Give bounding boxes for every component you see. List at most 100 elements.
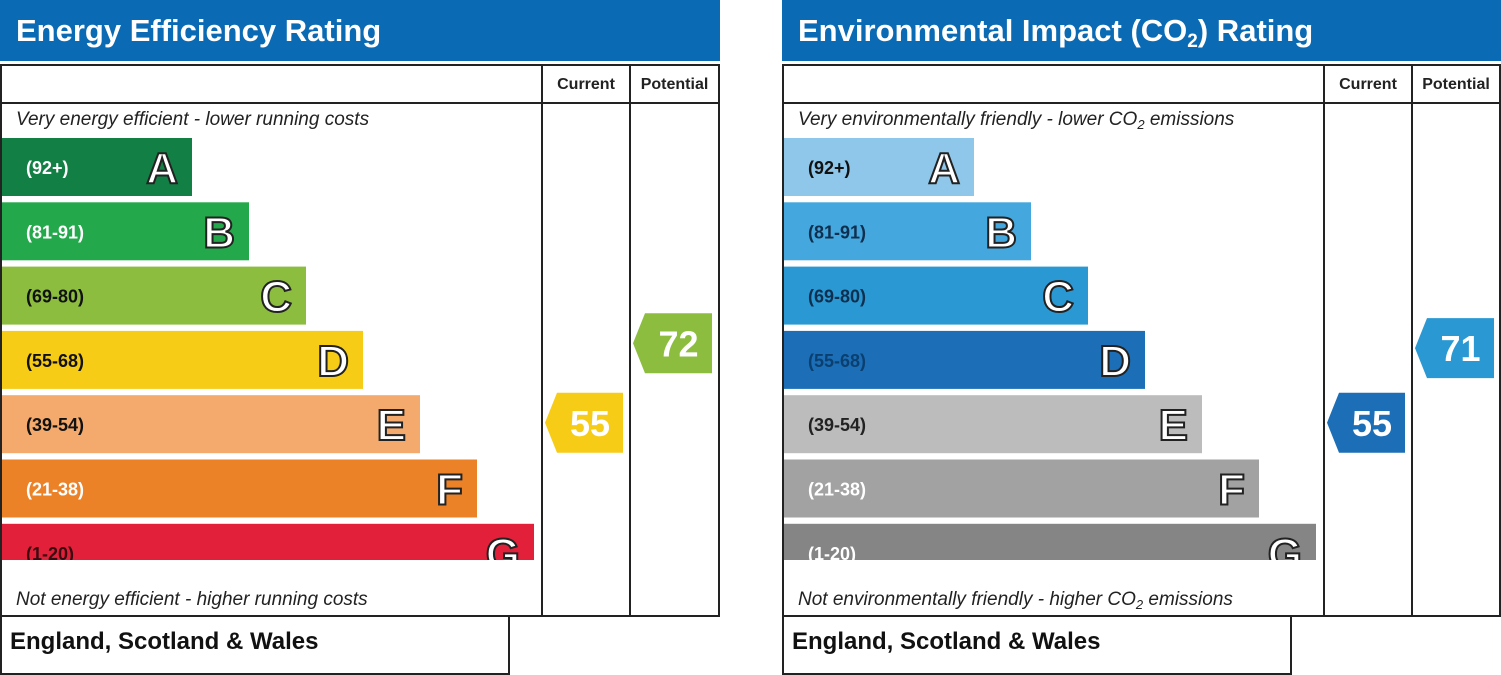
band-letter-b: B	[203, 208, 235, 257]
title-end: ) Rating	[1197, 13, 1314, 48]
energy-efficiency-panel: Energy Efficiency Rating Current Potenti…	[0, 0, 720, 675]
current-column-divider	[541, 66, 543, 615]
environmental-impact-title-text: Environmental Impact (CO	[798, 13, 1188, 48]
band-f: (21-38) F	[784, 459, 1259, 518]
current-rating-indicator: 55	[1327, 392, 1405, 453]
band-g: (1-20) G	[2, 523, 534, 560]
band-range-e: (39-54)	[808, 415, 866, 435]
band-range-g: (1-20)	[26, 544, 74, 560]
band-range-a: (92+)	[26, 158, 69, 178]
band-range-d: (55-68)	[26, 351, 84, 371]
band-bar-c	[2, 266, 306, 325]
band-range-e: (39-54)	[26, 415, 84, 435]
band-letter-b: B	[985, 208, 1017, 257]
band-b: (81-91) B	[2, 202, 249, 261]
potential-column-divider	[629, 66, 631, 615]
potential-column-header: Potential	[1422, 76, 1490, 93]
potential-rating-arrow	[633, 313, 712, 374]
band-range-f: (21-38)	[26, 480, 84, 500]
band-bar-a	[784, 138, 974, 196]
band-range-d: (55-68)	[808, 351, 866, 371]
potential-column-divider	[1411, 66, 1413, 615]
potential-rating-value: 71	[1440, 328, 1480, 369]
potential-rating-indicator: 71	[1415, 318, 1494, 379]
band-c: (69-80) C	[2, 266, 306, 325]
band-d: (55-68) D	[2, 330, 363, 389]
potential-column-header: Potential	[640, 76, 709, 93]
bottom-caption-subscript: 2	[1135, 597, 1144, 612]
band-bar-b	[2, 202, 249, 261]
band-a: (92+) A	[2, 138, 192, 196]
current-column-header: Current	[1339, 76, 1397, 93]
top-caption-end: emissions	[1144, 109, 1235, 130]
top-caption: Very environmentally friendly - lower CO…	[798, 109, 1234, 132]
current-rating-value: 55	[1352, 403, 1392, 444]
band-bar-a	[2, 138, 192, 196]
band-bar-f	[2, 459, 477, 518]
potential-rating-value: 72	[658, 323, 698, 364]
region-label: England, Scotland & Wales	[792, 628, 1101, 655]
band-range-b: (81-91)	[808, 222, 866, 242]
band-bar-d	[784, 330, 1145, 389]
header-divider	[2, 102, 718, 104]
band-bar-e	[2, 395, 420, 454]
bottom-caption-text: Not environmentally friendly - higher CO	[798, 589, 1136, 610]
band-bar-e	[784, 395, 1202, 454]
band-bar-g	[2, 523, 534, 560]
bottom-caption-end: emissions	[1143, 589, 1233, 610]
band-letter-f: F	[1218, 466, 1245, 515]
band-letter-d: D	[317, 337, 349, 386]
top-caption-text: Very environmentally friendly - lower CO	[798, 109, 1138, 130]
potential-rating-arrow	[1415, 318, 1494, 379]
energy-efficiency-title-text: Energy Efficiency Rating	[16, 13, 382, 48]
current-rating-arrow	[545, 392, 623, 453]
band-e: (39-54) E	[784, 395, 1202, 454]
band-range-g: (1-20)	[808, 544, 856, 560]
band-bar-c	[784, 266, 1088, 325]
current-rating-indicator: 55	[545, 392, 623, 453]
band-b: (81-91) B	[784, 202, 1031, 261]
band-range-c: (69-80)	[808, 287, 866, 307]
bottom-caption: Not environmentally friendly - higher CO…	[798, 589, 1233, 612]
current-rating-arrow	[1327, 392, 1405, 453]
band-range-f: (21-38)	[808, 480, 866, 500]
band-letter-c: C	[260, 273, 292, 322]
band-letter-d: D	[1099, 337, 1131, 386]
band-letter-g: G	[486, 530, 520, 560]
band-bar-g	[784, 523, 1316, 560]
environmental-impact-frame: Current Potential Very environmentally f…	[782, 64, 1501, 617]
title-subscript: 2	[1187, 31, 1198, 52]
band-c: (69-80) C	[784, 266, 1088, 325]
energy-efficiency-frame: Current Potential Very energy efficient …	[0, 64, 720, 617]
band-f: (21-38) F	[2, 459, 477, 518]
band-letter-g: G	[1268, 530, 1302, 560]
region-label: England, Scotland & Wales	[10, 628, 319, 655]
band-range-b: (81-91)	[26, 222, 84, 242]
current-rating-value: 55	[570, 403, 610, 444]
band-e: (39-54) E	[2, 395, 420, 454]
band-letter-c: C	[1042, 273, 1074, 322]
band-range-c: (69-80)	[26, 287, 84, 307]
current-column-divider	[1323, 66, 1325, 615]
region-box	[0, 617, 510, 675]
energy-efficiency-bands: (92+) A (81-91) B (69-80) C (55-68) D (39-54) E (2…	[2, 138, 712, 560]
band-letter-a: A	[146, 144, 178, 193]
environmental-impact-panel: Environmental Impact (CO2) Rating Curren…	[782, 0, 1501, 675]
band-range-a: (92+)	[808, 158, 851, 178]
band-letter-e: E	[377, 401, 406, 450]
environmental-impact-title: Environmental Impact (CO2) Rating	[782, 0, 1501, 61]
energy-efficiency-title: Energy Efficiency Rating	[0, 0, 720, 61]
top-caption-subscript: 2	[1137, 117, 1145, 132]
band-d: (55-68) D	[784, 330, 1145, 389]
band-letter-f: F	[436, 466, 463, 515]
band-a: (92+) A	[784, 138, 974, 196]
band-bar-f	[784, 459, 1259, 518]
top-caption: Very energy efficient - lower running co…	[16, 109, 370, 130]
band-bar-d	[2, 330, 363, 389]
region-box	[782, 617, 1292, 675]
current-column-header: Current	[557, 76, 615, 93]
header-divider	[784, 102, 1499, 104]
potential-rating-indicator: 72	[633, 313, 712, 374]
band-letter-e: E	[1159, 401, 1188, 450]
band-letter-a: A	[928, 144, 960, 193]
